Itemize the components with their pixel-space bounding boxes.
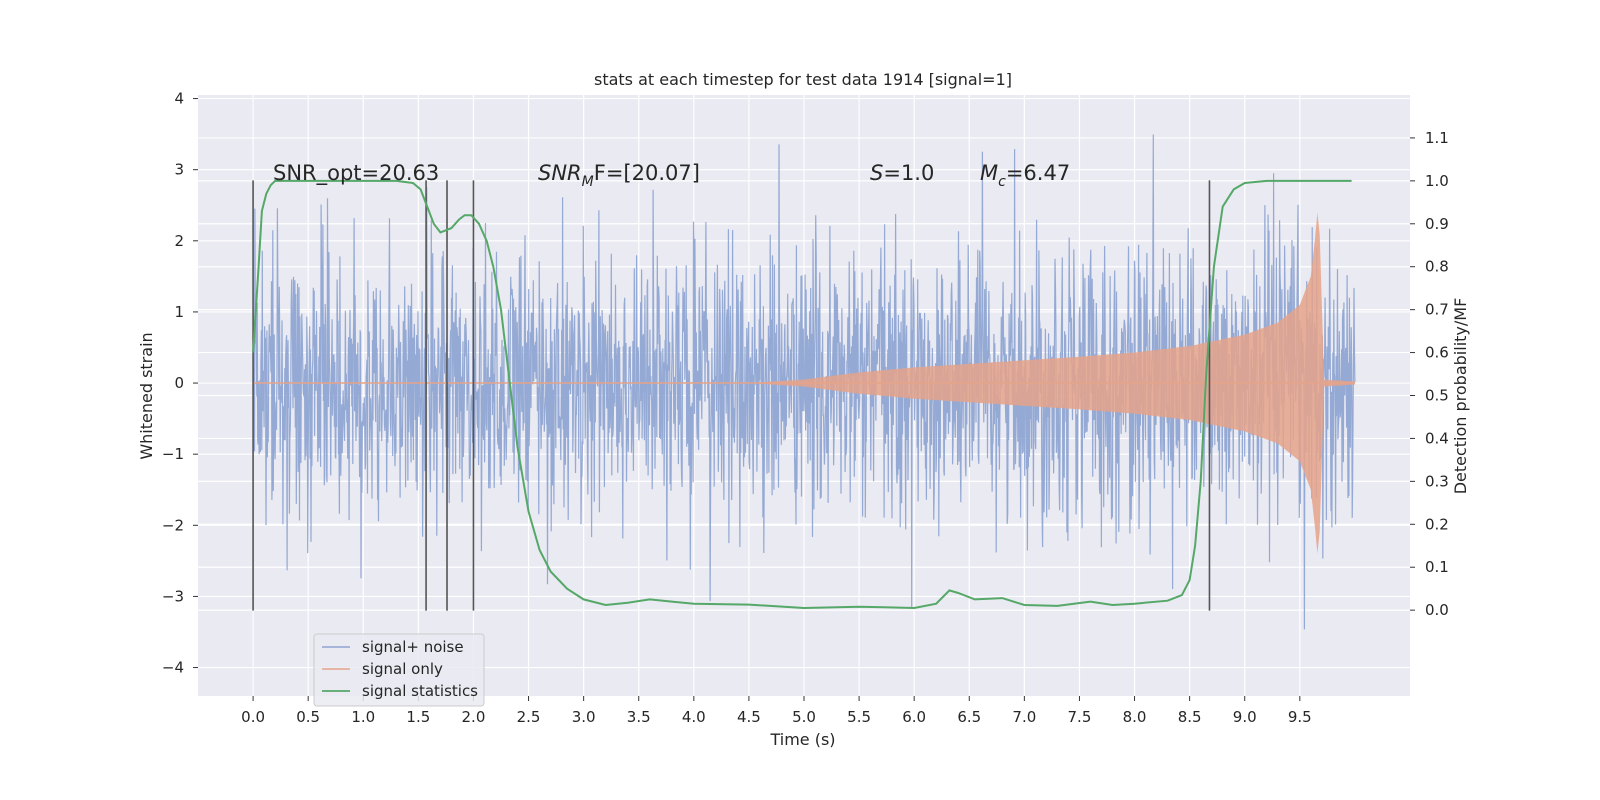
y-right-tick-label-0: 0.0 — [1425, 601, 1449, 619]
y-left-tick-label-7: 3 — [174, 161, 184, 179]
y-right-tick-label-9: 0.9 — [1425, 215, 1449, 233]
y-left-tick-label-3: −1 — [162, 445, 184, 463]
x-tick-label-18: 9.0 — [1233, 708, 1257, 726]
x-tick-label-14: 7.0 — [1012, 708, 1036, 726]
legend-label-signal-plus-noise: signal+ noise — [362, 638, 464, 656]
vertical-markers — [252, 180, 1211, 611]
annotation-snr-mf-base: SNR — [538, 161, 582, 185]
series-signal-statistics — [252, 179, 1352, 610]
y-left-tick-label-8: 4 — [174, 90, 184, 108]
x-tick-label-12: 6.0 — [902, 708, 926, 726]
x-tick-label-4: 2.0 — [462, 708, 486, 726]
x-tick-label-11: 5.5 — [847, 708, 871, 726]
y-left-tick-label-1: −3 — [162, 587, 184, 605]
x-tick-label-1: 0.5 — [296, 708, 320, 726]
x-tick-label-0: 0.0 — [241, 708, 265, 726]
x-tick-label-5: 2.5 — [517, 708, 541, 726]
y-right-tick-label-10: 1.0 — [1425, 172, 1449, 190]
x-tick-label-3: 1.5 — [406, 708, 430, 726]
annotation-mc-base: M — [980, 161, 998, 185]
y-right-tick-label-7: 0.7 — [1425, 301, 1449, 319]
series-signal-plus-noise — [252, 134, 1356, 630]
annotation-snr-mf-sub: M — [582, 174, 594, 190]
y-left-tick-label-0: −4 — [162, 659, 184, 677]
x-tick-label-7: 3.5 — [627, 708, 651, 726]
y-right-tick-label-11: 1.1 — [1425, 129, 1449, 147]
annotation-s-rest: =1.0 — [883, 161, 934, 185]
y-right-tick-label-6: 0.6 — [1425, 344, 1449, 362]
legend-box — [313, 633, 485, 707]
y-left-ticks: −4 −3 −2 −1 0 1 2 3 4 — [162, 90, 198, 677]
y-right-tick-label-3: 0.3 — [1425, 472, 1449, 490]
y-left-tick-label-2: −2 — [162, 516, 184, 534]
y-left-tick-label-6: 2 — [174, 232, 184, 250]
annotation-mc-rest: =6.47 — [1006, 161, 1070, 185]
chart-title: stats at each timestep for test data 191… — [594, 70, 1012, 89]
x-axis-ticks: 0.0 0.5 1.0 1.5 2.0 2.5 3.0 3.5 4.0 4.5 5.0 5.5 6.0 6… — [241, 696, 1312, 726]
x-tick-label-10: 5.0 — [792, 708, 816, 726]
x-tick-label-16: 8.0 — [1123, 708, 1147, 726]
x-tick-label-8: 4.0 — [682, 708, 706, 726]
annotation-snr-opt: SNR_opt=20.63 — [273, 161, 439, 186]
annotation-mc-sub: c — [998, 174, 1006, 190]
y-right-tick-label-4: 0.4 — [1425, 429, 1449, 447]
x-tick-label-17: 8.5 — [1178, 708, 1202, 726]
y-left-axis-label: Whitened strain — [137, 332, 156, 459]
y-right-tick-label-1: 0.1 — [1425, 558, 1449, 576]
x-tick-label-6: 3.0 — [572, 708, 596, 726]
x-tick-label-9: 4.5 — [737, 708, 761, 726]
x-tick-label-2: 1.0 — [351, 708, 375, 726]
annotation-snr-mf-rest: F=[20.07] — [594, 161, 700, 185]
x-tick-label-13: 6.5 — [957, 708, 981, 726]
y-right-tick-label-8: 0.8 — [1425, 258, 1449, 276]
annotation-s: S=1.0 — [870, 161, 934, 185]
legend-label-signal-only: signal only — [362, 660, 443, 678]
legend: signal+ noise signal only signal statist… — [313, 633, 485, 707]
x-axis-label: Time (s) — [769, 730, 835, 749]
x-tick-label-15: 7.5 — [1068, 708, 1092, 726]
y-left-tick-label-4: 0 — [174, 374, 184, 392]
y-right-axis-label: Detection probability/MF — [1451, 298, 1470, 495]
y-right-tick-label-5: 0.5 — [1425, 387, 1449, 405]
annotation-s-base: S — [870, 161, 883, 185]
annotation-mc: Mc=6.47 — [980, 161, 1070, 190]
y-left-tick-label-5: 1 — [174, 303, 184, 321]
legend-label-signal-statistics: signal statistics — [362, 682, 478, 700]
y-right-tick-label-2: 0.2 — [1425, 515, 1449, 533]
y-right-ticks: 0.0 0.1 0.2 0.3 0.4 0.5 0.6 0.7 0.8 0.9 1.0 1.1 — [1410, 129, 1449, 619]
x-tick-label-19: 9.5 — [1288, 708, 1312, 726]
annotation-snr-mf: SNRMF=[20.07] — [538, 161, 700, 190]
